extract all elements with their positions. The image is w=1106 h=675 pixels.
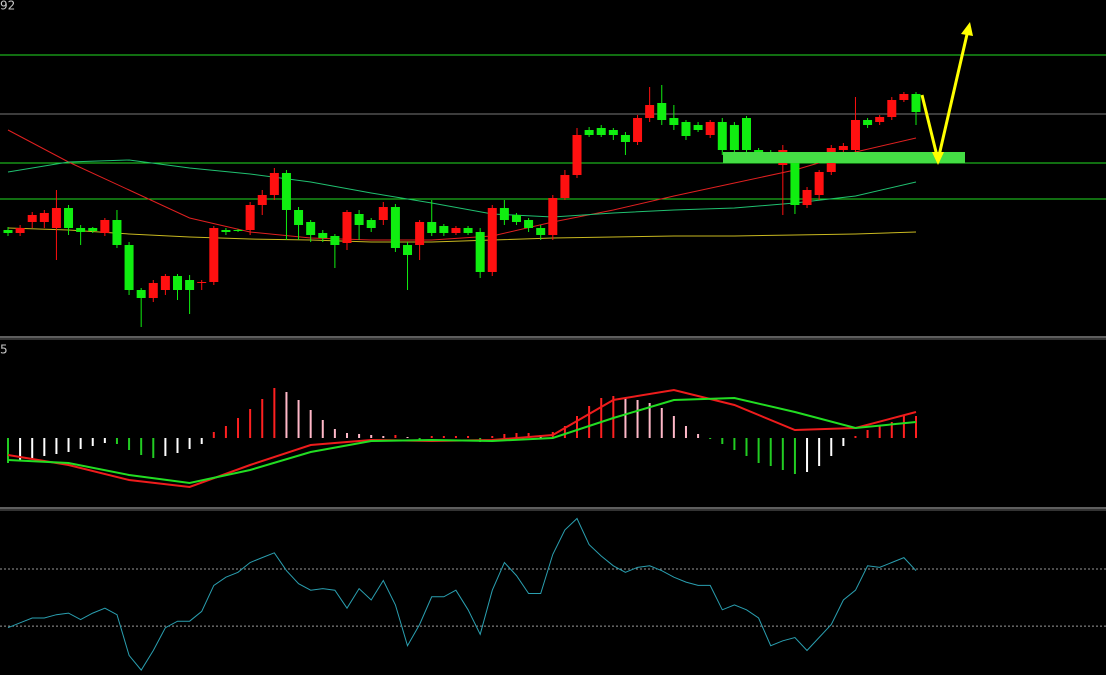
candle-body: [451, 228, 461, 233]
candle-body: [3, 230, 13, 233]
candle-body: [354, 214, 364, 225]
line: [7, 517, 917, 671]
candle-body: [342, 212, 352, 243]
candle-body: [15, 228, 25, 233]
candle-body: [790, 157, 800, 205]
candle-body: [669, 118, 679, 125]
line: [7, 159, 917, 218]
candle-body: [850, 120, 860, 150]
candle-body: [717, 122, 727, 150]
arrow-head: [961, 22, 973, 36]
plot: [0, 54, 1106, 671]
candle-body: [124, 245, 134, 290]
candle-body: [645, 105, 655, 118]
candle-body: [657, 103, 667, 120]
candle-body: [572, 135, 582, 175]
candle-body: [875, 117, 885, 122]
candle-body: [863, 120, 873, 125]
candle-body: [27, 215, 37, 222]
candle-body: [584, 130, 594, 135]
candle-body: [112, 220, 122, 245]
candle-body: [596, 128, 606, 135]
candle-body: [403, 245, 413, 255]
candle-body: [378, 207, 388, 220]
candle-body: [693, 125, 703, 130]
candle-body: [64, 208, 74, 228]
candle-body: [499, 208, 509, 220]
candle-body: [548, 198, 558, 235]
candle-body: [742, 118, 752, 150]
candle-body: [209, 228, 219, 282]
candle-body: [221, 230, 231, 232]
candle-body: [100, 220, 110, 233]
candle-body: [136, 290, 146, 298]
candle-body: [560, 175, 570, 198]
candle-body: [802, 190, 812, 205]
candle-body: [281, 173, 291, 210]
candle-body: [294, 210, 304, 225]
candle-body: [439, 226, 449, 233]
line: [7, 227, 917, 243]
candle-body: [427, 222, 437, 233]
candle-body: [681, 122, 691, 136]
candle-body: [88, 228, 98, 231]
candle-body: [148, 283, 158, 298]
line: [7, 129, 917, 241]
candle-body: [814, 172, 824, 195]
line: [7, 396, 917, 485]
candle-body: [76, 228, 86, 232]
candle-body: [620, 135, 630, 142]
candle-body: [197, 282, 207, 283]
panel-label: 5: [0, 343, 8, 357]
candle-body: [729, 125, 739, 150]
candle-body: [245, 205, 255, 230]
candle-body: [899, 94, 909, 100]
candle-body: [487, 208, 497, 272]
candle-body: [269, 173, 279, 195]
candle-body: [366, 220, 376, 228]
candle-body: [185, 280, 195, 290]
panel-label: 92: [0, 0, 15, 13]
candle-body: [838, 146, 848, 150]
candle-body: [475, 232, 485, 272]
candle-body: [233, 230, 243, 231]
candle-body: [390, 207, 400, 248]
candle-body: [511, 215, 521, 222]
candle-body: [705, 122, 715, 135]
candle-body: [911, 94, 921, 112]
candle-body: [608, 130, 618, 135]
candle-body: [39, 213, 49, 222]
candle-body: [887, 100, 897, 117]
support-band: [723, 152, 965, 163]
candle-body: [633, 118, 643, 142]
candle-body: [306, 222, 316, 235]
candle-body: [415, 222, 425, 245]
candle-body: [318, 233, 328, 238]
candle-body: [524, 220, 534, 228]
candle-body: [330, 236, 340, 245]
candle-body: [536, 228, 546, 235]
arrow-head: [932, 152, 944, 165]
candle-body: [172, 276, 182, 290]
candle-body: [51, 208, 61, 228]
candle-body: [257, 195, 267, 205]
candle-body: [463, 228, 473, 233]
candle-body: [160, 276, 170, 290]
